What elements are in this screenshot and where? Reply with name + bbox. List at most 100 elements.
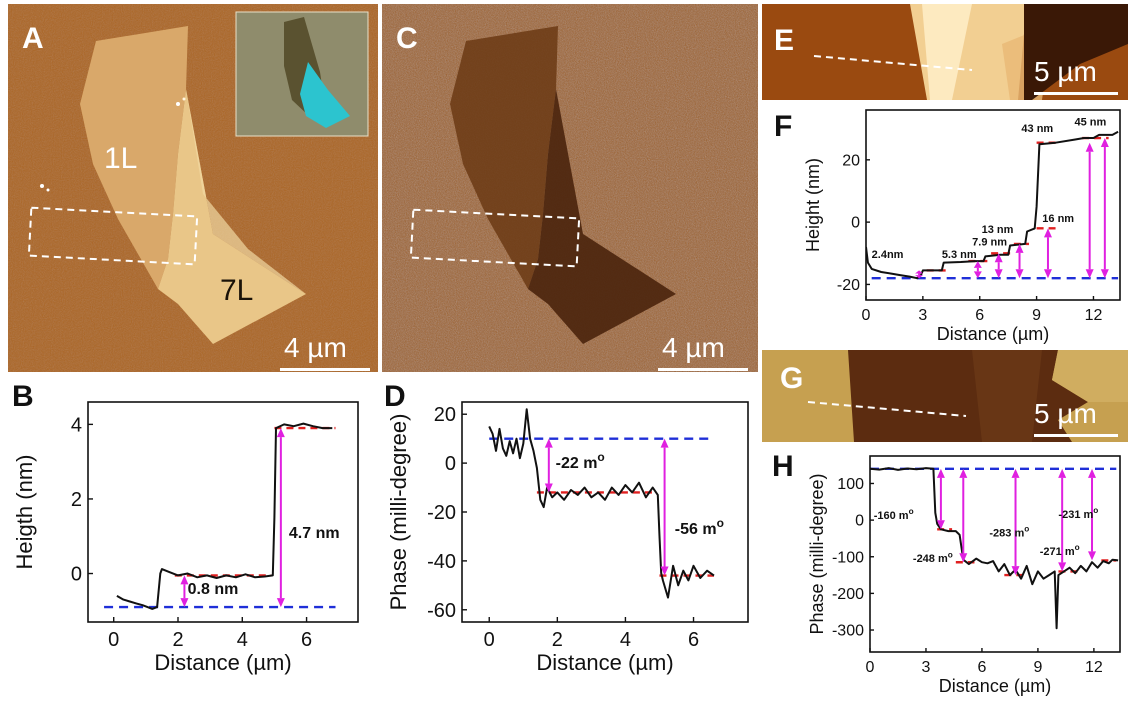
chart-d-ylabel: Phase (milli-degree) xyxy=(386,414,411,611)
chart-h-ytick-label-4: 100 xyxy=(837,476,864,493)
chart-h-annotation-4: -231 mo xyxy=(1058,506,1098,521)
chart-d-xtick-label-2: 4 xyxy=(620,629,631,651)
panel-a-afm-height-image: A 1L 7L 4 µm xyxy=(8,4,378,372)
chart-h-xtick-label-0: 0 xyxy=(866,659,875,676)
chart-h-arrow-0 xyxy=(936,468,945,530)
chart-f-annotation-1: 5.3 nm xyxy=(942,249,977,261)
chart-f-arrow-2 xyxy=(994,253,1003,279)
chart-d-annotation-0: -22 mo xyxy=(556,450,605,472)
chart-f-arrow-6 xyxy=(1100,138,1109,279)
monolayer-region xyxy=(80,26,188,289)
chart-f-arrow-1 xyxy=(973,261,982,279)
chart-d-ytick-label-2: -20 xyxy=(427,502,456,524)
chart-h-arrow-3 xyxy=(1058,468,1067,572)
chart-h-xtick-label-4: 12 xyxy=(1085,659,1103,676)
chart-d-phase-profile: -22 mo -56 mo 0 2 4 6 -60 -40 -20 0 20 Distance (µm… xyxy=(386,401,749,675)
chart-b-ytick-label-1: 2 xyxy=(71,489,82,511)
chart-h-annotation-2: -283 mo xyxy=(989,525,1029,540)
panel-e-image xyxy=(762,4,1128,100)
chart-f-arrow-5 xyxy=(1085,142,1094,279)
chart-h-arrow-2 xyxy=(1011,468,1020,576)
chart-h-ytick-label-1: -200 xyxy=(832,586,864,603)
chart-f-series-line-0 xyxy=(866,130,1119,280)
panel-c-afm-phase-image: C 4 µm xyxy=(382,4,758,372)
chart-f-arrow-3 xyxy=(1015,243,1024,279)
chart-b-xtick-label-0: 0 xyxy=(108,629,119,651)
panel-e-label: E xyxy=(774,24,795,57)
chart-b-axes-frame xyxy=(87,401,359,623)
chart-f-xtick-label-4: 12 xyxy=(1085,307,1103,324)
panel-g-scale-bar xyxy=(1034,434,1118,437)
panel-h-label: H xyxy=(772,450,794,483)
chart-h-ytick-label-0: -300 xyxy=(832,623,864,640)
chart-b-annotation-0: 0.8 nm xyxy=(188,581,239,598)
chart-f-annotation-4: 16 nm xyxy=(1042,213,1074,225)
chart-b-arrow-1 xyxy=(276,428,285,608)
panel-e-afm-height-image: E 5 µm xyxy=(762,4,1128,100)
panel-a-label: A xyxy=(22,22,44,55)
panel-a-scale-text: 4 µm xyxy=(284,332,347,363)
chart-b-xtick-label-1: 2 xyxy=(172,629,183,651)
panel-c-image xyxy=(382,4,758,372)
chart-h-axes-frame xyxy=(869,455,1121,653)
monolayer-phase-region xyxy=(450,26,558,289)
chart-b-xlabel: Distance (µm) xyxy=(154,650,291,675)
panel-e-scale-text: 5 µm xyxy=(1034,56,1097,87)
chart-d-arrow-0 xyxy=(544,438,553,493)
chart-f-arrow-0 xyxy=(915,270,924,279)
chart-h-arrow-1 xyxy=(959,468,968,563)
chart-d-arrow-1 xyxy=(660,438,669,576)
multilayer-region xyxy=(158,89,306,344)
chart-h-annotation-1: -248 mo xyxy=(913,550,953,565)
chart-f-ytick-label-0: -20 xyxy=(837,277,860,294)
chart-b-xtick-label-2: 4 xyxy=(237,629,248,651)
chart-f-xtick-label-0: 0 xyxy=(862,307,871,324)
chart-d-xtick-label-0: 0 xyxy=(484,629,495,651)
chart-f-annotation-3: 13 nm xyxy=(982,224,1014,236)
chart-d-xtick-label-1: 2 xyxy=(552,629,563,651)
chart-d-ytick-label-1: -40 xyxy=(427,551,456,573)
chart-f-xlabel: Distance (µm) xyxy=(937,324,1049,344)
chart-d-ytick-label-0: -60 xyxy=(427,600,456,622)
panel-b-label: B xyxy=(12,380,34,413)
chart-h-annotation-3: -271 mo xyxy=(1040,543,1080,558)
panel-g-image xyxy=(762,350,1128,442)
chart-f-ylabel: Height (nm) xyxy=(803,158,823,252)
chart-f-ytick-label-2: 20 xyxy=(842,152,860,169)
chart-h-xlabel: Distance (µm) xyxy=(939,676,1051,696)
chart-d-annotation-1: -56 mo xyxy=(675,516,724,538)
region-label-1l: 1L xyxy=(104,142,138,175)
chart-h-annotation-0: -160 mo xyxy=(874,507,914,522)
chart-h-phase-profile: -160 mo -248 mo -283 mo -271 mo -231 mo 0 3 6 9 1… xyxy=(807,455,1121,696)
panel-g-scale-text: 5 µm xyxy=(1034,398,1097,429)
chart-d-axes-frame xyxy=(461,401,749,623)
phase-profile-line xyxy=(807,401,967,417)
chart-f-axes-frame xyxy=(865,109,1121,301)
panel-d-label: D xyxy=(384,380,406,413)
panel-f-label: F xyxy=(774,110,793,143)
chart-f-annotation-0: 2.4nm xyxy=(872,249,904,261)
panel-g-afm-phase-image: G 5 µm xyxy=(762,350,1128,442)
region-label-7l: 7L xyxy=(220,274,254,307)
chart-b-annotation-1: 4.7 nm xyxy=(289,525,340,542)
panel-c-scale-text: 4 µm xyxy=(662,332,725,363)
chart-h-arrow-4 xyxy=(1088,468,1097,561)
chart-b-arrow-0 xyxy=(180,575,189,608)
chart-h-xtick-label-3: 9 xyxy=(1033,659,1042,676)
chart-h-ylabel: Phase (milli-degree) xyxy=(807,473,827,634)
chart-h-series-line-0 xyxy=(870,467,1119,630)
chart-b-ylabel: Heigth (nm) xyxy=(12,455,37,570)
chart-h-ytick-label-3: 0 xyxy=(855,513,864,530)
chart-d-xlabel: Distance (µm) xyxy=(536,650,673,675)
chart-h-ytick-label-2: -100 xyxy=(832,549,864,566)
chart-b-xtick-label-3: 6 xyxy=(301,629,312,651)
panel-c-label: C xyxy=(396,22,418,55)
chart-b-series-line-0 xyxy=(116,422,333,610)
panel-a-image xyxy=(8,4,378,372)
chart-b-ytick-label-2: 4 xyxy=(71,414,82,436)
chart-d-ytick-label-4: 20 xyxy=(434,404,456,426)
chart-d-series-line-0 xyxy=(488,408,715,599)
panel-e-scale-bar xyxy=(1034,92,1118,95)
